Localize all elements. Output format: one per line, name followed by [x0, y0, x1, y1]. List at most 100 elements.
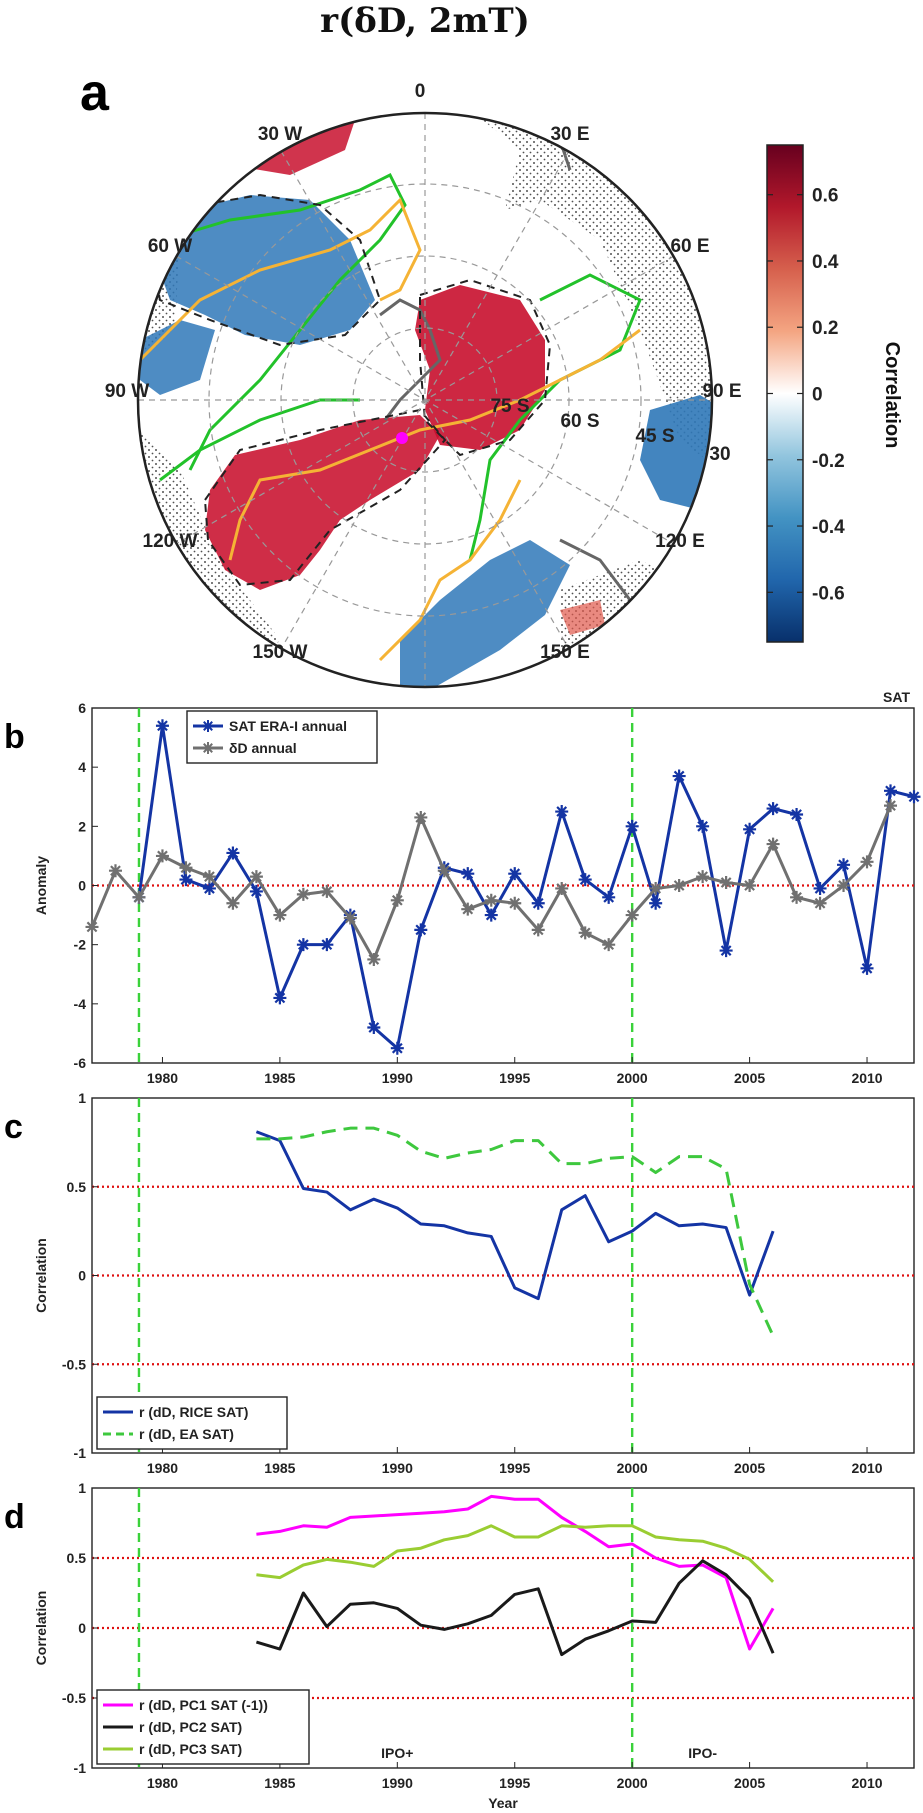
colorbar-tick-label: -0.2 — [812, 451, 845, 472]
y-tick-label: 1 — [78, 1090, 86, 1106]
legend-box — [96, 1396, 288, 1450]
y-tick-label: -2 — [74, 937, 87, 953]
lon-label-30w: 30 W — [258, 124, 302, 145]
x-tick-label: 2005 — [734, 1460, 765, 1476]
lon-label-90w: 90 W — [105, 381, 149, 402]
legend: r (dD, RICE SAT) r (dD, EA SAT) — [96, 1396, 288, 1450]
data-point — [625, 908, 639, 922]
lat-label-60s: 60 S — [560, 411, 599, 432]
x-tick-label: 1980 — [147, 1775, 178, 1791]
y-tick-label: -4 — [74, 996, 87, 1012]
data-point — [273, 908, 287, 922]
y-tick-label: 2 — [78, 818, 86, 834]
data-point — [202, 881, 216, 895]
colorbar-tick-label: 0 — [812, 385, 823, 406]
y-axis-label: Correlation — [33, 1238, 49, 1313]
x-tick-label: 1990 — [382, 1775, 413, 1791]
data-point — [249, 870, 263, 884]
lon-label-30e: 30 E — [550, 124, 589, 145]
lon-label-120w: 120 W — [143, 531, 198, 552]
lat-label-75s: 75 S — [490, 396, 529, 417]
panel-label-c: c — [4, 1108, 23, 1146]
data-point — [437, 864, 451, 878]
y-tick-label: -1 — [74, 1445, 87, 1461]
data-point — [719, 944, 733, 958]
ice-core-site-marker — [396, 432, 408, 444]
map-disk — [138, 113, 712, 687]
positive-correlation-region — [205, 415, 440, 590]
data-point — [743, 822, 757, 836]
data-point — [696, 819, 710, 833]
data-point — [884, 799, 898, 813]
data-point — [367, 952, 381, 966]
orange-contour-line — [228, 328, 641, 561]
data-point — [108, 864, 122, 878]
data-point — [461, 867, 475, 881]
lon-label-90e: 90 E — [702, 381, 741, 402]
x-tick-label: 1980 — [147, 1070, 178, 1086]
data-point — [766, 802, 780, 816]
map-boundary — [136, 111, 714, 689]
data-point — [273, 991, 287, 1005]
data-point — [531, 923, 545, 937]
data-point — [766, 837, 780, 851]
data-point — [672, 879, 686, 892]
data-point — [132, 890, 146, 904]
data-point — [367, 1021, 381, 1034]
data-point — [179, 861, 193, 875]
lon-label-0: 0 — [415, 81, 426, 102]
data-point — [179, 873, 193, 887]
data-point — [226, 846, 240, 860]
x-tick-label: 1985 — [264, 1460, 295, 1476]
x-axis-label: Year — [488, 1795, 518, 1811]
colorbar-tick-label: 0.2 — [812, 318, 838, 339]
x-tick-label: 2000 — [617, 1070, 648, 1086]
panel-b-anomaly: -6 -4 -2 0 2 4 6 1980 1985 1990 1995 2000 2005 2010 An… — [4, 689, 921, 1086]
data-point — [320, 938, 334, 952]
panel-c-correlation: -1 -0.5 0 0.5 1 1980 1985 1990 1995 2000 2005 2010 C… — [4, 1090, 915, 1476]
data-point — [696, 870, 710, 884]
colorbar-tick-label: -0.6 — [812, 583, 845, 604]
legend-entry: r (dD, RICE SAT) — [139, 1404, 248, 1420]
data-point — [907, 790, 921, 804]
y-tick-label: -0.5 — [62, 1356, 86, 1372]
colorbar: 0.6 0.4 0.2 0 -0.2 -0.4 -0.6 Correlation — [766, 144, 903, 643]
x-tick-label: 1995 — [499, 1460, 530, 1476]
y-tick-label: -6 — [74, 1055, 87, 1071]
green-contour-line — [179, 172, 407, 471]
data-point — [155, 849, 169, 863]
negative-correlation-region — [195, 615, 225, 650]
negative-correlation-region — [140, 320, 215, 395]
colorbar-label: Correlation — [881, 342, 903, 449]
data-point — [790, 808, 804, 821]
data-point — [860, 855, 874, 869]
data-point — [155, 719, 169, 733]
data-point — [85, 920, 99, 934]
corner-label: SAT — [883, 689, 910, 705]
x-tick-label: 1995 — [499, 1070, 530, 1086]
data-point — [743, 879, 757, 892]
y-tick-label: 4 — [78, 759, 86, 775]
orange-contour-line — [138, 197, 422, 362]
y-tick-label: 1 — [78, 1480, 86, 1496]
negative-correlation-region — [400, 540, 570, 687]
annotation-label: IPO- — [688, 1745, 717, 1761]
data-point — [461, 902, 475, 916]
data-point — [884, 784, 898, 798]
data-point — [249, 884, 263, 898]
series-line — [256, 1494, 775, 1651]
panel-label-a: a — [80, 64, 110, 122]
data-point — [625, 819, 639, 833]
x-tick-label: 2005 — [734, 1775, 765, 1791]
data-point — [649, 881, 663, 895]
data-point — [484, 908, 498, 922]
x-tick-label: 1985 — [264, 1775, 295, 1791]
data-point — [837, 858, 851, 872]
series-line — [255, 1559, 775, 1657]
colorbar-tick-label: -0.4 — [812, 517, 845, 538]
lon-label-60e: 60 E — [670, 236, 709, 257]
y-tick-label: -1 — [74, 1760, 87, 1776]
data-point — [296, 887, 310, 901]
data-point — [390, 893, 404, 907]
legend-entry: r (dD, PC3 SAT) — [139, 1741, 242, 1757]
